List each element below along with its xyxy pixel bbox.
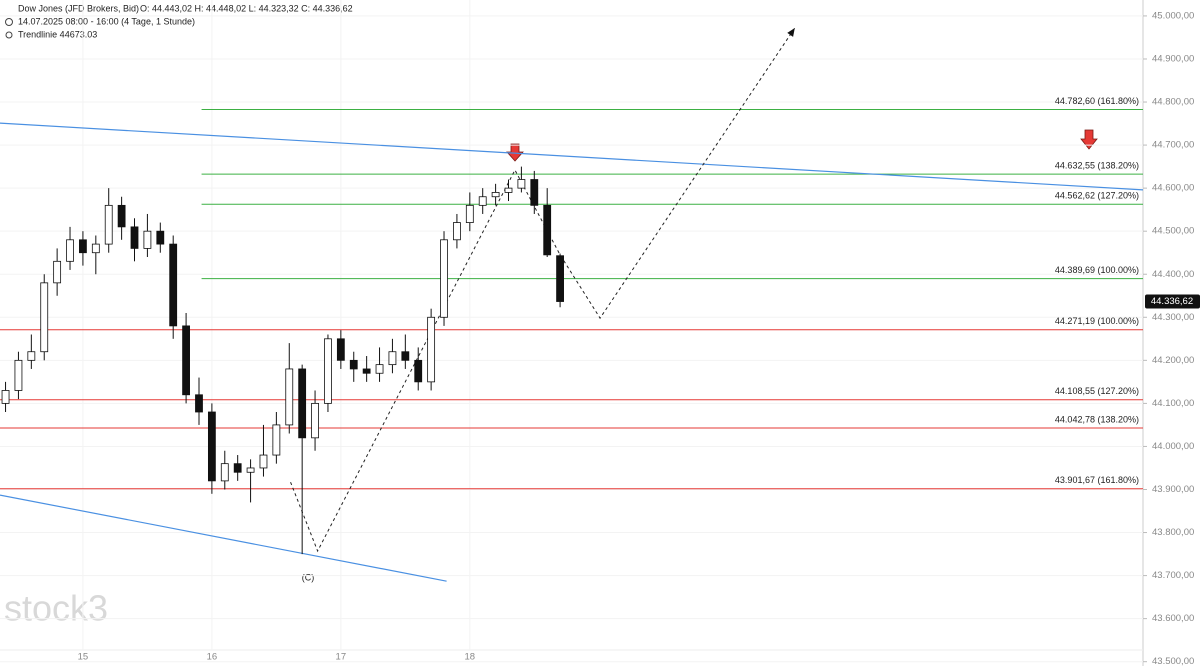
- projection-arrowhead: [787, 27, 795, 37]
- level-label: 44.782,60 (161.80%): [1055, 96, 1139, 106]
- candle-body: [298, 368, 307, 439]
- candle-body: [388, 351, 397, 366]
- candle-body: [465, 204, 474, 223]
- candle-body: [414, 359, 423, 383]
- candle-body: [453, 222, 461, 241]
- candle-body: [169, 243, 178, 327]
- level-label: 44.389,69 (100.00%): [1055, 265, 1139, 275]
- y-tick-label: 43.800,00: [1152, 527, 1194, 538]
- level-label: 44.271,19 (100.00%): [1055, 316, 1139, 326]
- y-tick-label: 44.700,00: [1152, 140, 1194, 151]
- y-tick-label: 44.200,00: [1152, 355, 1194, 366]
- candle-body: [375, 364, 384, 374]
- price-tag: [1145, 294, 1200, 309]
- candle-body: [66, 239, 74, 262]
- level-label: 44.632,55 (138.20%): [1055, 160, 1139, 170]
- y-tick-label: 44.900,00: [1152, 53, 1194, 64]
- candle-body: [401, 351, 410, 361]
- arrow-marker: [1080, 129, 1098, 150]
- candle-body: [349, 359, 358, 370]
- candle-body: [220, 463, 229, 482]
- watermark: stock3: [4, 588, 108, 629]
- x-tick-label: 16: [207, 652, 218, 663]
- candle-body: [40, 282, 49, 353]
- y-tick-label: 43.900,00: [1152, 484, 1194, 495]
- candle-body: [91, 243, 100, 254]
- level-label: 44.108,55 (127.20%): [1055, 386, 1139, 396]
- candle-body: [143, 230, 152, 249]
- candle-body: [53, 260, 62, 284]
- trendline-icon: [5, 31, 13, 39]
- candle-body: [117, 204, 126, 228]
- instrument: Dow Jones (JFD Brokers, Bid): [18, 3, 139, 13]
- candle-body: [156, 230, 165, 245]
- candle-body: [259, 454, 268, 469]
- candle-body: [14, 359, 23, 391]
- candle-body: [517, 179, 526, 189]
- candle-body: [182, 325, 190, 396]
- candle-body: [130, 226, 139, 249]
- candle-body: [440, 239, 448, 318]
- trendline: [0, 494, 447, 582]
- y-tick-label: 43.500,00: [1152, 656, 1194, 666]
- y-tick-label: 45.000,00: [1152, 10, 1194, 21]
- clock-icon: [5, 18, 13, 26]
- y-tick-label: 44.100,00: [1152, 398, 1194, 409]
- annotation: (C): [302, 572, 315, 582]
- x-tick-label: 15: [78, 652, 89, 663]
- y-tick-label: 44.400,00: [1152, 269, 1194, 280]
- candle-body: [543, 204, 552, 256]
- y-tick-label: 44.500,00: [1152, 226, 1194, 237]
- level-label: 43.901,67 (161.80%): [1055, 475, 1139, 485]
- trendline-info: Trendlinie 44673.03: [18, 29, 97, 39]
- candle-body: [104, 204, 113, 245]
- y-tick-label: 44.000,00: [1152, 441, 1194, 452]
- candle-body: [233, 463, 242, 473]
- candle-body: [285, 368, 294, 426]
- candle-body: [207, 411, 216, 482]
- trendline: [0, 122, 1144, 191]
- projection-path: [290, 27, 796, 553]
- y-tick-label: 43.700,00: [1152, 570, 1194, 581]
- candle-body: [311, 402, 319, 439]
- price-tag-label: 44.336,62: [1151, 296, 1193, 307]
- candle-body: [478, 196, 487, 206]
- candle-body: [272, 424, 281, 456]
- candle-body: [362, 368, 371, 374]
- level-label: 44.042,78 (138.20%): [1055, 414, 1139, 424]
- candle-body: [79, 239, 87, 254]
- range-info: 14.07.2025 08:00 - 16:00 (4 Tage, 1 Stun…: [18, 16, 195, 26]
- candle-body: [504, 187, 513, 193]
- y-tick-label: 43.600,00: [1152, 613, 1194, 624]
- x-tick-label: 17: [336, 652, 347, 663]
- x-tick-label: 18: [465, 652, 476, 663]
- y-tick-label: 44.800,00: [1152, 97, 1194, 108]
- level-label: 44.562,62 (127.20%): [1055, 191, 1139, 201]
- candle-body: [195, 394, 203, 413]
- candle-body: [27, 351, 36, 361]
- candle-body: [324, 338, 332, 404]
- candle-body: [491, 192, 500, 198]
- y-tick-label: 44.300,00: [1152, 312, 1194, 323]
- candle-body: [556, 255, 564, 302]
- candle-body: [336, 338, 345, 361]
- candle-body: [427, 316, 436, 383]
- ohlc-info: O: 44.443,02 H: 44.448,02 L: 44.323,32 C…: [140, 3, 353, 13]
- candle-body: [246, 467, 255, 473]
- y-tick-label: 44.600,00: [1152, 183, 1194, 194]
- candle-body: [1, 390, 10, 404]
- candle-body: [530, 179, 539, 206]
